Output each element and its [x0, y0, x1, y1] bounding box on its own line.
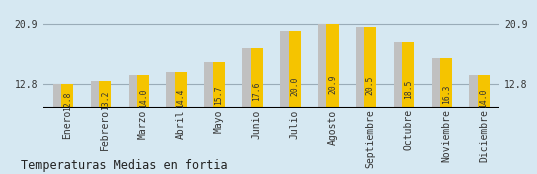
Bar — [364, 27, 376, 174]
Bar — [469, 75, 482, 174]
Text: 17.6: 17.6 — [252, 81, 262, 101]
Bar — [99, 81, 111, 174]
Bar — [318, 24, 330, 174]
Bar — [402, 42, 415, 174]
Bar — [280, 31, 292, 174]
Bar — [288, 31, 301, 174]
Text: 14.0: 14.0 — [480, 89, 489, 108]
Text: 20.0: 20.0 — [290, 77, 299, 96]
Bar — [166, 72, 179, 174]
Bar — [61, 84, 74, 174]
Text: 16.3: 16.3 — [441, 84, 451, 104]
Bar — [204, 62, 216, 174]
Bar — [440, 58, 452, 174]
Bar — [128, 75, 141, 174]
Text: Temperaturas Medias en fortia: Temperaturas Medias en fortia — [21, 159, 228, 172]
Bar — [432, 58, 444, 174]
Text: 15.7: 15.7 — [214, 85, 223, 105]
Bar — [356, 27, 368, 174]
Text: 13.2: 13.2 — [101, 90, 110, 110]
Text: 14.0: 14.0 — [139, 89, 148, 108]
Bar — [53, 84, 65, 174]
Bar — [478, 75, 490, 174]
Bar — [175, 72, 187, 174]
Bar — [213, 62, 225, 174]
Text: 12.8: 12.8 — [63, 91, 72, 111]
Bar — [326, 24, 338, 174]
Bar — [242, 48, 255, 174]
Text: 14.4: 14.4 — [177, 88, 185, 108]
Bar — [394, 42, 406, 174]
Bar — [137, 75, 149, 174]
Bar — [91, 81, 103, 174]
Text: 18.5: 18.5 — [404, 80, 413, 99]
Bar — [251, 48, 263, 174]
Text: 20.5: 20.5 — [366, 76, 375, 95]
Text: 20.9: 20.9 — [328, 75, 337, 94]
